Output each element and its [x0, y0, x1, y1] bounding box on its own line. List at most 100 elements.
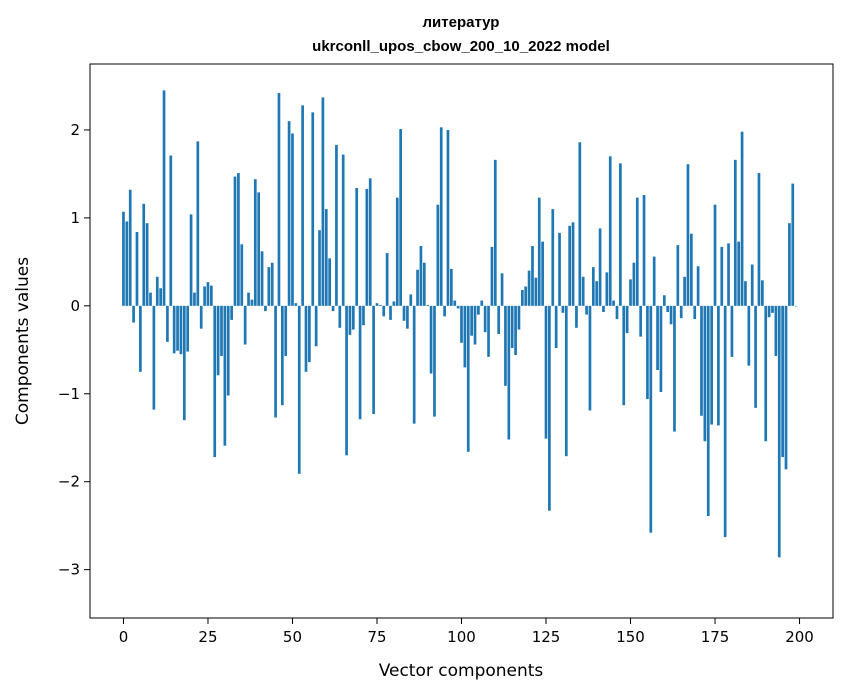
bar-49 — [287, 121, 291, 306]
bar-93 — [436, 204, 440, 306]
bar-13 — [166, 305, 169, 342]
bar-143 — [605, 272, 609, 306]
bar-103 — [470, 305, 473, 336]
bar-179 — [727, 243, 730, 306]
bar-167 — [686, 164, 690, 306]
bar-165 — [679, 305, 683, 319]
bar-161 — [666, 305, 670, 312]
bar-189 — [761, 280, 764, 306]
bar-47 — [280, 305, 284, 406]
bar-175 — [713, 204, 717, 306]
bar-181 — [733, 159, 737, 306]
bar-156 — [649, 305, 653, 533]
bar-126 — [548, 305, 551, 511]
bar-9 — [152, 305, 156, 410]
bar-85 — [409, 294, 413, 306]
x-axis-label: Vector components — [379, 661, 544, 681]
bar-142 — [602, 305, 605, 312]
chart-title: литератур — [423, 14, 500, 31]
bar-141 — [598, 228, 602, 306]
bar-41 — [260, 251, 264, 306]
bar-18 — [182, 305, 186, 421]
bar-104 — [473, 305, 477, 345]
bar-70 — [358, 305, 362, 420]
bar-158 — [656, 305, 659, 371]
bar-27 — [213, 305, 217, 458]
bar-171 — [700, 305, 703, 416]
bar-108 — [487, 305, 490, 357]
bar-69 — [355, 187, 359, 306]
bar-107 — [483, 305, 487, 333]
bar-67 — [348, 305, 352, 335]
bar-118 — [520, 290, 524, 306]
bar-34 — [237, 173, 240, 306]
bar-187 — [754, 305, 757, 408]
bar-169 — [693, 305, 697, 320]
bar-198 — [791, 183, 795, 306]
bar-113 — [504, 305, 507, 386]
bar-140 — [595, 281, 599, 306]
bar-84 — [406, 305, 409, 329]
bar-168 — [690, 233, 693, 306]
bar-160 — [662, 295, 666, 306]
x-tick-label: 150 — [616, 628, 645, 646]
bar-174 — [710, 305, 713, 425]
bar-115 — [510, 305, 514, 349]
bar-102 — [466, 305, 470, 452]
y-tick-label: 2 — [70, 121, 80, 139]
bar-94 — [439, 127, 443, 306]
bar-149 — [625, 305, 629, 334]
bar-75 — [375, 303, 379, 306]
bar-40 — [257, 192, 261, 306]
bar-65 — [341, 154, 345, 306]
x-tick-label: 125 — [532, 628, 561, 646]
bar-123 — [537, 197, 541, 306]
chart-subtitle: ukrconll_upos_cbow_200_10_2022 model — [312, 38, 610, 55]
x-tick-label: 75 — [367, 628, 386, 646]
bar-124 — [541, 241, 544, 306]
bar-101 — [463, 305, 467, 368]
bar-15 — [172, 305, 176, 354]
bar-137 — [585, 305, 588, 315]
y-tick-label: 1 — [70, 209, 80, 227]
bar-14 — [169, 155, 173, 306]
bar-120 — [527, 270, 531, 306]
y-axis-label: Components values — [13, 257, 33, 425]
y-tick-label: 0 — [70, 297, 80, 315]
bar-36 — [243, 305, 247, 345]
bar-177 — [720, 246, 724, 306]
bar-32 — [230, 305, 233, 320]
bar-28 — [216, 305, 220, 376]
y-tick-label: −1 — [58, 385, 80, 403]
x-tick-label: 100 — [447, 628, 476, 646]
bar-74 — [372, 305, 375, 414]
bar-138 — [588, 305, 592, 411]
bar-170 — [696, 266, 700, 306]
bar-8 — [149, 292, 152, 306]
bar-164 — [676, 245, 680, 306]
bar-197 — [788, 223, 791, 306]
bar-44 — [270, 262, 274, 306]
bar-152 — [635, 197, 639, 306]
bar-83 — [402, 305, 406, 321]
bar-series — [122, 90, 798, 558]
bar-99 — [456, 305, 460, 309]
bar-106 — [480, 300, 484, 306]
bar-129 — [558, 232, 561, 306]
bar-73 — [368, 178, 372, 306]
bar-195 — [781, 305, 784, 458]
bar-146 — [615, 305, 619, 320]
bar-183 — [740, 131, 744, 306]
bar-22 — [196, 141, 200, 306]
bar-172 — [703, 305, 707, 442]
bar-134 — [575, 305, 578, 328]
bar-139 — [591, 267, 595, 306]
bar-48 — [284, 305, 288, 356]
bar-117 — [517, 305, 521, 330]
bar-16 — [176, 305, 179, 351]
bar-157 — [652, 256, 656, 306]
bar-147 — [619, 163, 622, 306]
bar-77 — [382, 305, 386, 317]
bar-184 — [744, 281, 747, 306]
